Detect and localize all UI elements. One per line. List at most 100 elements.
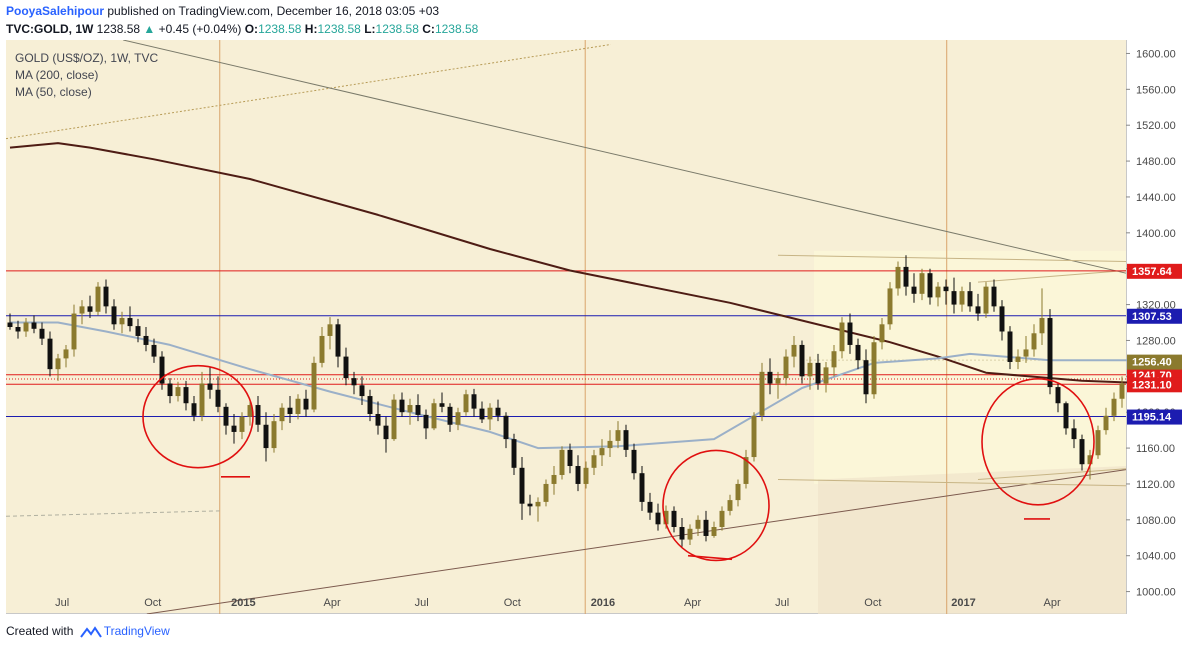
low-label: L: [364, 22, 376, 36]
candle-body [231, 425, 237, 432]
descending-trendline [123, 40, 1127, 274]
candle-body [39, 328, 45, 339]
x-tick-label: 2017 [951, 597, 975, 609]
candle-body [1079, 439, 1085, 465]
candle-body [359, 385, 365, 397]
candle-body [327, 324, 333, 336]
candle-body [239, 416, 245, 432]
candle-body [743, 457, 749, 484]
highlight-circle-2 [662, 449, 770, 562]
candle-body [775, 378, 781, 384]
candle-body [623, 430, 629, 450]
candle-body [815, 362, 821, 384]
candle-body [647, 501, 653, 513]
candle-body [143, 335, 149, 345]
candle-body [495, 407, 501, 416]
x-tick-label: Jul [55, 597, 69, 609]
candle-body [1087, 455, 1093, 465]
price-tag-1256-40 [1127, 354, 1182, 370]
candle-body [71, 313, 77, 350]
ma200-line [9, 142, 1155, 385]
candle-body [311, 362, 317, 410]
price-axis-background [1126, 40, 1182, 614]
dashed-left-line [6, 510, 220, 517]
candle-body [383, 425, 389, 440]
candle-body [479, 408, 485, 420]
candle-body [903, 266, 909, 287]
candle-body [855, 344, 861, 361]
candle-body [1015, 356, 1021, 362]
candle-body [1039, 318, 1045, 334]
x-tick-label: Apr [323, 597, 340, 609]
low-value: 1238.58 [375, 22, 419, 36]
high-value: 1238.58 [317, 22, 361, 36]
x-tick-label: Apr [1044, 597, 1061, 609]
candle-body [175, 387, 181, 397]
candle-body [927, 273, 933, 298]
candle-body [343, 356, 349, 379]
candle-body [367, 396, 373, 414]
x-tick-label: 2016 [591, 597, 615, 609]
lower-shade [818, 466, 1126, 614]
candle-body [151, 344, 157, 357]
channel-mid-line [977, 269, 1127, 283]
candle-body [1007, 331, 1013, 362]
candle-body [215, 389, 221, 407]
circle-2-tail [687, 554, 733, 561]
candle-body [895, 266, 901, 289]
candle-body [119, 318, 125, 325]
candle-body [287, 407, 293, 414]
candle-body [103, 286, 109, 307]
chart-area[interactable]: 1600.00 1560.00 1520.00 1480.00 1440.00 1400.… [6, 40, 1182, 614]
y-tick-label: 1440.00 [1136, 192, 1176, 204]
candle-body [719, 510, 725, 528]
channel-top-line [777, 254, 1127, 263]
candle-body [967, 291, 973, 307]
last-price: 1238.58 [96, 22, 141, 36]
candle-body [1063, 403, 1069, 429]
y-tick-label: 1000.00 [1136, 587, 1176, 599]
candle-body [695, 519, 701, 529]
price-tag-label: 1307.53 [1132, 311, 1172, 323]
footer: Created with TradingView [6, 624, 170, 638]
candle-body [863, 360, 869, 395]
open-label: O: [244, 22, 259, 36]
candle-body [991, 286, 997, 307]
candle-body [615, 430, 621, 441]
price-tag-1195-14 [1127, 409, 1182, 425]
x-tick-label: Oct [504, 597, 521, 609]
price-tag-1231-10 [1127, 377, 1182, 393]
candle-body [951, 291, 957, 305]
candle-body [751, 415, 757, 458]
legend-ma200[interactable]: MA (200, close) [15, 68, 99, 82]
open-value: 1238.58 [258, 22, 302, 36]
candle-body [703, 519, 709, 536]
candle-body [799, 344, 805, 377]
price-chart[interactable]: 1600.00 1560.00 1520.00 1480.00 1440.00 1400.… [6, 40, 1182, 614]
candle-body [847, 322, 853, 345]
candle-body [559, 449, 565, 475]
candle-body [207, 383, 213, 390]
legend-title: GOLD (US$/OZ), 1W, TVC [15, 51, 159, 65]
candle-body [807, 362, 813, 377]
author-link[interactable]: PooyaSalehipour [6, 4, 105, 18]
candle-body [759, 371, 765, 416]
candle-body [575, 466, 581, 484]
candle-body [319, 335, 325, 363]
candle-body [279, 407, 285, 422]
tradingview-brand[interactable]: TradingView [103, 624, 170, 638]
x-tick-label: Apr [684, 597, 701, 609]
chart-header: PooyaSalehipour published on TradingView… [6, 4, 1182, 40]
symbol-line: TVC:GOLD, 1W 1238.58 ▲ +0.45 (+0.04%) O:… [6, 22, 478, 36]
legend-ma50[interactable]: MA (50, close) [15, 85, 92, 99]
price-tag-label: 1256.40 [1132, 357, 1172, 369]
candle-body [1119, 383, 1125, 399]
created-with-text: Created with [6, 624, 74, 638]
candle-body [551, 474, 557, 484]
candle-body [519, 467, 525, 504]
candle-body [503, 415, 509, 440]
candle-body [87, 306, 93, 312]
candle-body [871, 342, 877, 395]
channel-bottom-line [977, 468, 1127, 480]
up-arrow-icon: ▲ [143, 22, 156, 36]
